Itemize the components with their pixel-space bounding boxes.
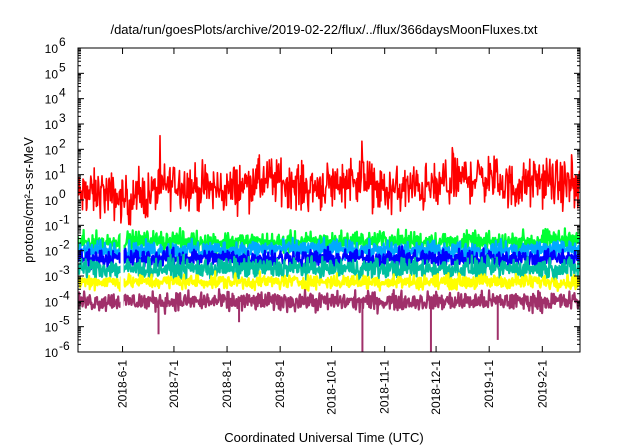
y-tick-exponent: -6 [59, 339, 70, 353]
series-line [78, 134, 580, 226]
x-tick-label: 2018-6-1 [116, 360, 130, 408]
y-tick-label: 10 [45, 219, 59, 233]
chart-title: /data/run/goesPlots/archive/2019-02-22/f… [110, 22, 537, 37]
y-tick-exponent: 2 [59, 136, 66, 150]
y-axis-label: protons/cm²-s-sr-MeV [21, 137, 36, 263]
x-tick-label: 2019-1-1 [482, 360, 496, 408]
y-tick-exponent: -3 [59, 263, 70, 277]
y-tick-label: 10 [45, 143, 59, 157]
x-axis-label: Coordinated Universal Time (UTC) [224, 430, 423, 445]
y-tick-label: 10 [45, 42, 59, 56]
y-tick-exponent: -1 [59, 212, 70, 226]
y-axis-ticks: 10 -610 -510 -410 -310 -210 -110 010 110 210 310 41… [45, 35, 580, 360]
y-tick-exponent: 5 [59, 60, 66, 74]
x-tick-label: 2018-10-1 [325, 360, 339, 415]
x-tick-label: 2018-12-1 [429, 360, 443, 415]
x-tick-label: 2018-7-1 [167, 360, 181, 408]
y-tick-label: 10 [45, 321, 59, 335]
series-line [78, 288, 580, 315]
series-layer [78, 134, 580, 352]
y-tick-label: 10 [45, 245, 59, 259]
x-axis-ticks: 2018-6-1 2018-7-1 2018-8-1 2018-9-1 2018-10-… [116, 48, 549, 415]
y-tick-exponent: -2 [59, 238, 70, 252]
y-tick-label: 10 [45, 67, 59, 81]
y-tick-label: 10 [45, 194, 59, 208]
y-tick-label: 10 [45, 118, 59, 132]
y-tick-exponent: 6 [59, 35, 66, 49]
x-tick-label: 2018-9-1 [273, 360, 287, 408]
x-tick-label: 2018-11-1 [378, 360, 392, 414]
series-line [78, 253, 580, 284]
y-tick-label: 10 [45, 169, 59, 183]
y-tick-exponent: -5 [59, 314, 70, 328]
plot-area: 10 -610 -510 -410 -310 -210 -110 010 110 210 310 41… [45, 35, 581, 415]
x-tick-label: 2018-8-1 [220, 360, 234, 408]
y-tick-label: 10 [45, 346, 59, 360]
x-tick-label: 2019-2-1 [535, 360, 549, 408]
data-gap [120, 232, 124, 312]
y-tick-label: 10 [45, 93, 59, 107]
y-tick-exponent: 0 [59, 187, 66, 201]
y-tick-label: 10 [45, 270, 59, 284]
series-line [78, 270, 580, 292]
y-tick-exponent: -4 [59, 288, 70, 302]
y-tick-exponent: 3 [59, 111, 66, 125]
y-tick-exponent: 4 [59, 86, 66, 100]
y-tick-label: 10 [45, 295, 59, 309]
y-tick-exponent: 1 [59, 162, 66, 176]
